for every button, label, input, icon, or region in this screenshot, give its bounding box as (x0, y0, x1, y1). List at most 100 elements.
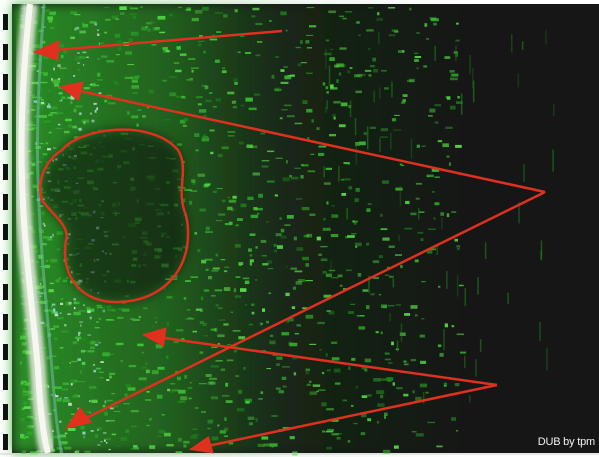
speckle (177, 400, 185, 403)
speckle (437, 344, 442, 348)
speckle (380, 304, 387, 308)
speckle (48, 131, 52, 134)
speckle (223, 323, 229, 326)
speckle (455, 144, 462, 148)
speckle (421, 281, 426, 283)
speckle (223, 435, 228, 437)
speckle (245, 97, 253, 102)
speckle (201, 411, 206, 413)
speckle (195, 308, 202, 311)
speckle (82, 24, 89, 28)
streak (379, 138, 381, 153)
streak (455, 45, 457, 61)
speckle (130, 7, 138, 10)
speckle (305, 40, 310, 44)
speckle (149, 445, 156, 449)
speckle (320, 245, 328, 248)
speckle (455, 53, 459, 57)
speckle (394, 114, 400, 116)
speckle (176, 143, 182, 146)
speckle (161, 414, 165, 416)
speckle (212, 267, 220, 270)
speckle (316, 390, 319, 393)
speckle (38, 254, 43, 259)
bright-speck (96, 107, 98, 111)
speckle (227, 91, 235, 95)
speckle (56, 231, 64, 235)
bright-speck (83, 64, 85, 66)
speckle (285, 160, 288, 164)
scale-tick (3, 254, 8, 270)
speckle (346, 269, 352, 272)
speckle (282, 366, 290, 368)
speckle (426, 250, 433, 254)
bright-speck (77, 338, 79, 342)
speckle (175, 69, 182, 73)
speckle (186, 309, 191, 311)
speckle (421, 145, 426, 147)
speckle (300, 62, 307, 64)
bright-speck (59, 312, 62, 314)
speckle (116, 54, 120, 56)
speckle (188, 397, 192, 400)
speckle (50, 112, 58, 114)
speckle (61, 96, 66, 100)
speckle (131, 80, 138, 83)
speckle (336, 79, 339, 83)
speckle (22, 418, 30, 422)
speckle (266, 180, 275, 183)
speckle (275, 233, 282, 237)
bright-speck (39, 283, 42, 285)
speckle (323, 294, 332, 298)
speckle (427, 421, 435, 424)
speckle (141, 366, 148, 369)
bright-speck (78, 333, 81, 336)
speckle (325, 430, 334, 433)
bright-speck (59, 420, 62, 423)
bright-speck (40, 292, 43, 295)
speckle (269, 334, 274, 337)
speckle (39, 72, 44, 74)
speckle (306, 233, 313, 238)
speckle (62, 382, 70, 386)
speckle (30, 94, 35, 96)
streak (373, 90, 375, 103)
speckle (279, 217, 282, 220)
bright-speck (70, 383, 73, 386)
speckle (111, 393, 115, 395)
speckle (22, 387, 26, 391)
speckle (256, 212, 260, 215)
bright-speck (83, 435, 85, 439)
speckle (338, 72, 342, 76)
speckle (378, 294, 382, 296)
speckle (420, 360, 427, 364)
scale-tick (3, 14, 8, 30)
speckle (244, 52, 252, 54)
speckle (146, 424, 150, 427)
speckle (357, 273, 362, 277)
speckle (61, 388, 69, 391)
bright-speck (103, 432, 107, 434)
bright-speck (68, 301, 72, 305)
speckle (133, 445, 138, 448)
streak (450, 71, 452, 81)
speckle (281, 109, 288, 111)
speckle (137, 109, 142, 111)
speckle (301, 206, 310, 211)
speckle (444, 56, 451, 59)
streak (410, 138, 413, 159)
speckle (354, 198, 359, 203)
speckle (321, 371, 325, 375)
speckle (446, 213, 450, 218)
streak (484, 242, 487, 259)
speckle (233, 288, 237, 293)
speckle (391, 118, 397, 122)
speckle (414, 56, 422, 58)
speckle (59, 277, 65, 280)
speckle (309, 343, 317, 345)
speckle (116, 342, 124, 345)
speckle (258, 193, 263, 198)
speckle (218, 319, 225, 321)
speckle (211, 270, 219, 272)
streak (472, 68, 474, 89)
